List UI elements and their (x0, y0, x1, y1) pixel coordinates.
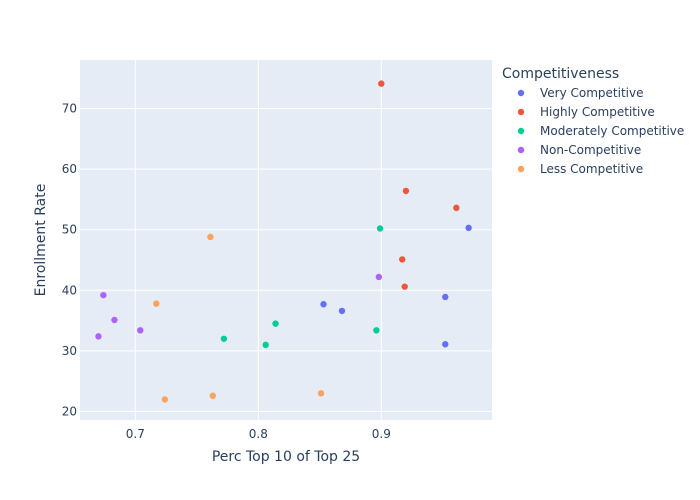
point-moderately-competitive[interactable] (376, 225, 384, 232)
point-moderately-competitive[interactable] (220, 335, 228, 342)
point-non-competitive[interactable] (137, 327, 144, 334)
point-highly-competitive[interactable] (378, 80, 385, 87)
point-highly-competitive[interactable] (453, 204, 460, 212)
point-moderately-competitive[interactable] (373, 327, 380, 334)
legend-label: Moderately Competitive (540, 124, 684, 138)
y-tick-label: 30 (62, 344, 77, 358)
point-non-competitive[interactable] (111, 316, 118, 324)
legend-label: Very Competitive (540, 86, 643, 100)
legend-item-highly-competitive[interactable]: Highly Competitive (517, 105, 655, 119)
plot-area (80, 60, 492, 420)
point-very-competitive[interactable] (320, 301, 327, 308)
point-highly-competitive[interactable] (399, 256, 406, 263)
point-very-competitive[interactable] (442, 341, 449, 348)
y-tick-label: 60 (62, 162, 77, 176)
legend-item-moderately-competitive[interactable]: Moderately Competitive (517, 124, 684, 138)
x-tick-label: 0.7 (126, 427, 145, 441)
x-axis-ticks: 0.7 0.8 0.9 (126, 427, 391, 441)
legend-label: Highly Competitive (540, 105, 655, 119)
legend-marker (517, 165, 525, 173)
point-less-competitive[interactable] (161, 396, 169, 403)
point-highly-competitive[interactable] (402, 187, 410, 195)
y-axis-title: Enrollment Rate (33, 184, 49, 297)
y-tick-label: 70 (62, 101, 77, 115)
point-less-competitive[interactable] (317, 390, 325, 397)
point-non-competitive[interactable] (95, 333, 102, 340)
point-moderately-competitive[interactable] (262, 341, 269, 349)
point-less-competitive[interactable] (153, 300, 160, 307)
point-very-competitive[interactable] (465, 224, 472, 232)
legend[interactable]: Competitiveness Very Competitive Highly C… (502, 66, 684, 176)
y-tick-label: 20 (62, 405, 77, 419)
y-tick-label: 50 (62, 223, 77, 237)
point-very-competitive[interactable] (338, 307, 346, 315)
point-highly-competitive[interactable] (401, 283, 408, 290)
point-moderately-competitive[interactable] (272, 320, 279, 327)
legend-title: Competitiveness (502, 66, 619, 82)
y-tick-label: 40 (62, 283, 77, 297)
legend-item-less-competitive[interactable]: Less Competitive (517, 162, 643, 176)
legend-label: Non-Competitive (540, 143, 641, 157)
point-less-competitive[interactable] (207, 233, 214, 241)
x-tick-label: 0.9 (372, 427, 391, 441)
legend-marker (517, 127, 525, 135)
legend-marker (517, 108, 525, 116)
y-axis-ticks: 20 30 40 50 60 70 (62, 101, 77, 418)
point-very-competitive[interactable] (442, 293, 449, 301)
x-tick-label: 0.8 (249, 427, 268, 441)
data-points (95, 80, 472, 403)
legend-label: Less Competitive (540, 162, 643, 176)
point-non-competitive[interactable] (375, 273, 383, 281)
gridlines (80, 60, 492, 420)
point-non-competitive[interactable] (100, 291, 107, 299)
legend-marker (517, 146, 525, 154)
legend-marker (517, 89, 525, 97)
point-less-competitive[interactable] (209, 392, 217, 399)
x-axis-title: Perc Top 10 of Top 25 (212, 449, 360, 465)
legend-item-non-competitive[interactable]: Non-Competitive (517, 143, 641, 157)
legend-item-very-competitive[interactable]: Very Competitive (517, 86, 644, 100)
